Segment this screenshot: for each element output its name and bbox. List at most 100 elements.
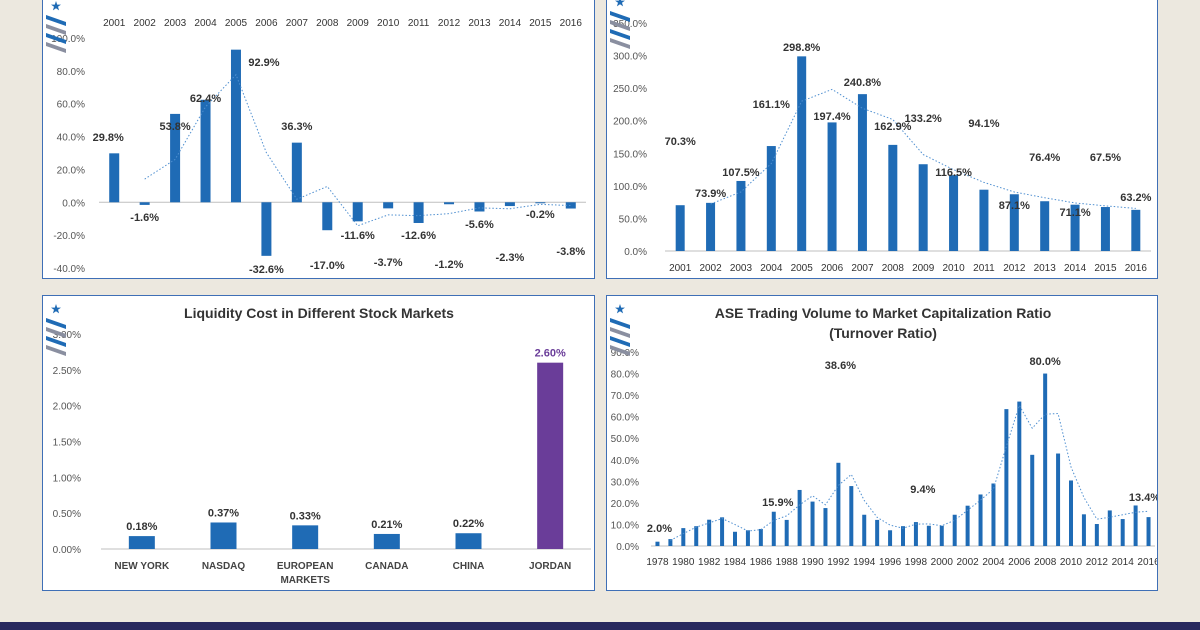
x-tick-label: CHINA [453,561,485,572]
bar [373,533,400,549]
bar [991,483,996,546]
x-tick-label: 2001 [103,18,126,29]
x-tick-label: NEW YORK [114,561,170,572]
bar [170,113,181,203]
bar [261,202,272,256]
ase-logo-icon [46,304,66,356]
y-tick-label: 200.0% [613,117,647,128]
x-tick-label: 2009 [912,263,935,274]
cap-to-gdp-chart: ASE Capitalization to GDP Ratio (2001-20… [613,19,1152,274]
x-tick-label: 2010 [377,18,400,29]
x-tick-label: 2013 [468,18,491,29]
x-tick-label: 2004 [760,263,783,274]
data-label: 0.21% [371,519,402,531]
x-tick-label: 1992 [827,557,850,568]
bar [694,526,699,546]
x-tick-label: 2012 [438,18,461,29]
bar [1146,517,1151,546]
bar [1004,409,1009,546]
x-tick-label: 2016 [1137,557,1158,568]
bar [1120,519,1125,546]
x-tick-label: 2003 [730,263,753,274]
bar [292,525,319,549]
data-label: 0.33% [290,510,321,522]
x-tick-label: NASDAQ [202,561,246,572]
bar [949,175,959,251]
x-tick-label: 2007 [286,18,309,29]
x-tick-label: 1998 [905,557,928,568]
x-tick-label: CANADA [365,561,408,572]
data-label: 9.4% [910,484,935,496]
x-tick-label: 2003 [164,18,187,29]
bar [926,525,931,546]
y-tick-label: 30.0% [611,477,639,488]
x-tick-label: 2010 [1060,557,1083,568]
y-tick-label: 1.00% [53,473,81,484]
ase-logo-icon [610,0,630,49]
data-label: 87.1% [999,200,1030,212]
data-label: 298.8% [783,42,821,54]
data-label: -11.6% [341,230,375,242]
y-tick-label: 80.0% [611,370,639,381]
y-tick-label: 0.00% [53,545,81,556]
bar [952,514,957,546]
data-label: 161.1% [753,99,791,111]
ase-logo-icon [46,1,66,53]
price-index-panel: Change in ASE Price Index (Weighted)100.… [42,0,595,279]
bar [1056,453,1061,546]
x-tick-label: 2010 [942,263,965,274]
y-tick-label: 0.0% [616,542,639,553]
bar [455,533,482,549]
x-tick-label: 2006 [821,263,844,274]
y-tick-label: 0.0% [62,198,85,209]
data-label: 162.9% [874,121,912,133]
y-tick-label: 350.0% [613,19,647,30]
data-label: 0.18% [126,521,157,533]
x-tick-label: 2011 [973,263,995,274]
cap-to-gdp-panel: ASE Capitalization to GDP Ratio (2001-20… [606,0,1158,279]
data-label: 133.2% [905,113,943,125]
y-tick-label: -40.0% [53,264,85,275]
x-tick-label: 2004 [982,557,1005,568]
x-tick-label: 2015 [1094,263,1117,274]
bar [939,525,944,546]
trendline [710,88,1136,209]
x-tick-label: 2005 [225,18,248,29]
data-label: 71.1% [1059,207,1090,219]
bar [978,494,983,546]
x-tick-label: JORDAN [529,561,571,572]
data-label: 53.8% [159,121,190,133]
bar [1070,204,1080,251]
bar [784,519,789,546]
bar [128,536,155,549]
x-tick-label: 2002 [134,18,157,29]
data-label: -32.6% [249,264,284,276]
bar [474,202,485,212]
liquidity-cost-chart: Liquidity Cost in Different Stock Market… [53,305,591,586]
data-label: 36.3% [281,121,312,133]
x-tick-label: 2006 [255,18,278,29]
bar [1081,514,1086,546]
x-tick-label: 1978 [646,557,669,568]
bar [827,122,837,251]
y-tick-label: 3.00% [53,330,81,341]
bar [1009,194,1019,251]
x-tick-label: 2006 [1008,557,1031,568]
y-tick-label: 1.50% [53,438,81,449]
y-tick-label: 50.0% [619,214,647,225]
data-label: 2.60% [535,348,566,360]
x-tick-label: 2001 [669,263,692,274]
y-tick-label: 250.0% [613,84,647,95]
y-tick-label: 70.0% [611,391,639,402]
data-label: -0.2% [526,209,555,221]
data-label: 62.4% [190,93,221,105]
data-label: 240.8% [844,77,882,89]
y-tick-label: 2.00% [53,402,81,413]
bar [383,202,394,209]
y-tick-label: 150.0% [613,149,647,160]
y-tick-label: 20.0% [611,499,639,510]
bar [888,530,893,546]
x-tick-label: 2002 [699,263,722,274]
bar [857,94,867,251]
bar [913,522,918,546]
